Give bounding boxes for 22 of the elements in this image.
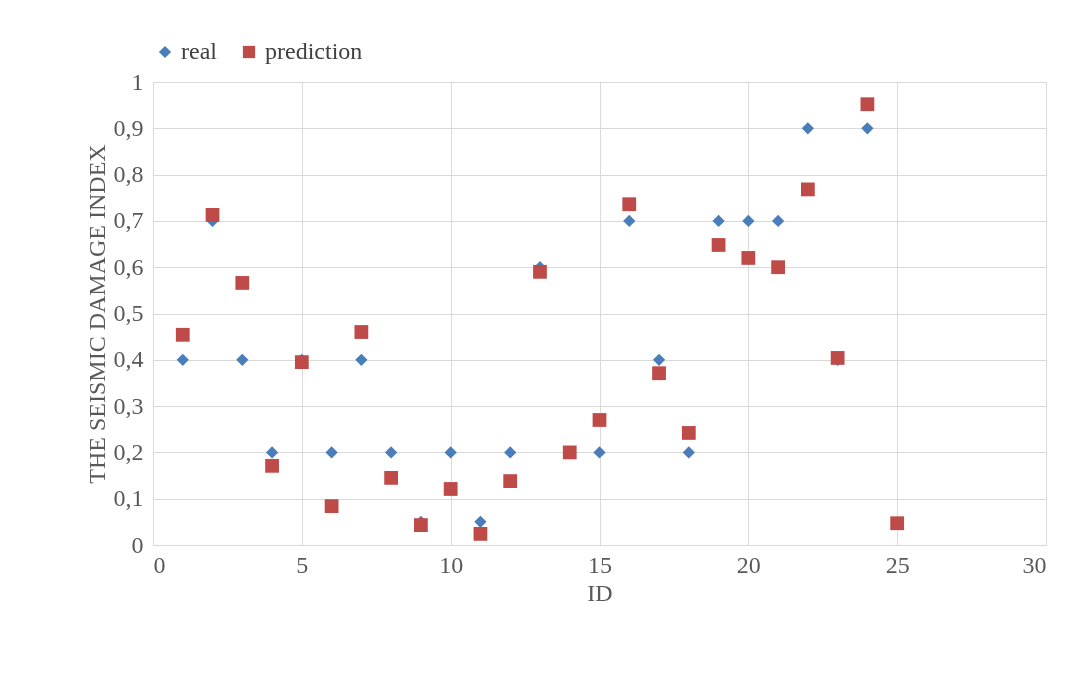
y-tick-label: 0,2: [113, 438, 144, 465]
y-tick-label: 0,8: [113, 161, 144, 188]
x-tick-label: 10: [439, 551, 464, 578]
y-tick-label: 0,7: [113, 207, 144, 234]
y-tick-label: 0,1: [113, 485, 144, 512]
x-tick-label: 25: [885, 551, 910, 578]
x-tick-label: 5: [296, 551, 309, 578]
x-tick-label: 0: [153, 551, 166, 578]
y-tick-label: 0,6: [113, 253, 144, 280]
legend-label: real: [181, 38, 218, 64]
y-axis-title: THE SEISMIC DAMAGE INDEX: [83, 144, 110, 484]
y-tick-label: 0,4: [113, 346, 144, 373]
y-tick-label: 0: [131, 531, 144, 558]
y-tick-label: 1: [131, 68, 144, 95]
y-tick-label: 0,5: [113, 300, 144, 326]
legend-label: prediction: [265, 38, 363, 64]
x-tick-label: 30: [1022, 551, 1047, 578]
x-tick-label: 20: [736, 551, 761, 578]
y-tick-label: 0,3: [113, 392, 144, 419]
x-axis-title: ID: [587, 579, 613, 606]
x-tick-label: 15: [588, 551, 612, 578]
y-tick-label: 0,9: [113, 114, 144, 141]
